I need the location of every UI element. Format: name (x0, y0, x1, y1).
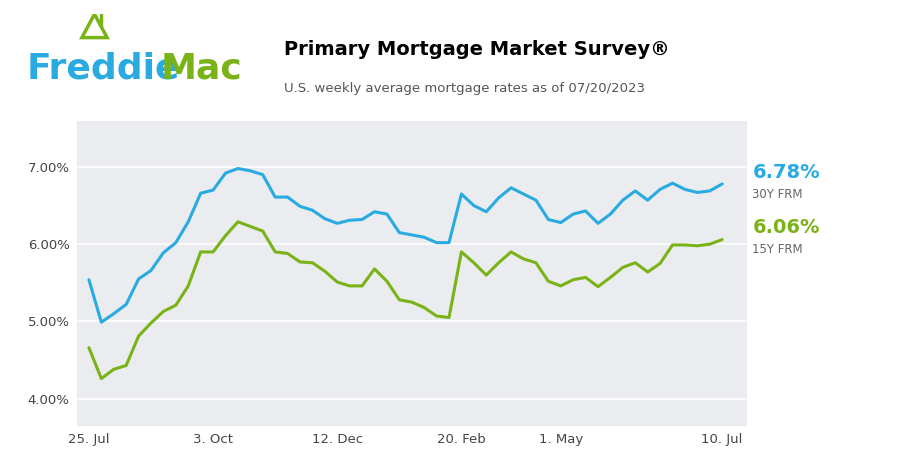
Text: Primary Mortgage Market Survey®: Primary Mortgage Market Survey® (284, 40, 670, 59)
Text: U.S. weekly average mortgage rates as of 07/20/2023: U.S. weekly average mortgage rates as of… (284, 82, 644, 95)
Text: Mac: Mac (160, 51, 242, 85)
Text: 30Y FRM: 30Y FRM (752, 188, 803, 201)
Text: 6.78%: 6.78% (752, 163, 820, 182)
Text: Freddie: Freddie (27, 51, 181, 85)
Text: 15Y FRM: 15Y FRM (752, 244, 803, 256)
Text: 6.06%: 6.06% (752, 218, 820, 237)
